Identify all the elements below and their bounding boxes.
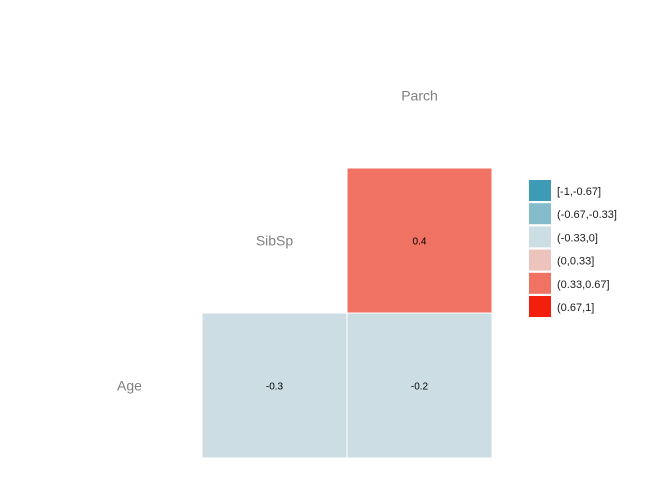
legend-swatch [529, 180, 551, 201]
legend-label: (-0.33,0] [557, 232, 598, 244]
legend-label: (0.33,0.67] [557, 279, 610, 291]
variable-labels: Age SibSp Parch [117, 88, 438, 394]
variable-label-age: Age [117, 378, 142, 394]
heatmap-cells: 0.4 -0.3 -0.2 [201, 167, 493, 459]
cell-value-label: -0.2 [411, 382, 429, 393]
variable-label-parch: Parch [401, 88, 438, 104]
legend-swatch [529, 249, 551, 271]
legend-swatch [529, 296, 551, 317]
variable-label-sibsp: SibSp [256, 233, 294, 249]
legend-label: (-0.67,-0.33] [557, 209, 617, 221]
heatmap-cell-age-sibsp [201, 312, 348, 459]
heatmap-cell-sibsp-parch [346, 167, 493, 314]
cell-value-label: 0.4 [413, 237, 427, 248]
legend-label: (0,0.33] [557, 256, 594, 268]
heatmap-cell-age-parch [346, 312, 493, 459]
legend-label: [-1,-0.67] [557, 186, 601, 198]
legend-swatch [529, 203, 551, 225]
legend-label: (0.67,1] [557, 302, 594, 314]
legend-swatch [529, 226, 551, 248]
cell-value-label: -0.3 [266, 382, 284, 393]
legend-swatch [529, 272, 551, 294]
legend: [-1,-0.67] (-0.67,-0.33] (-0.33,0] (0,0.33]… [529, 180, 617, 317]
